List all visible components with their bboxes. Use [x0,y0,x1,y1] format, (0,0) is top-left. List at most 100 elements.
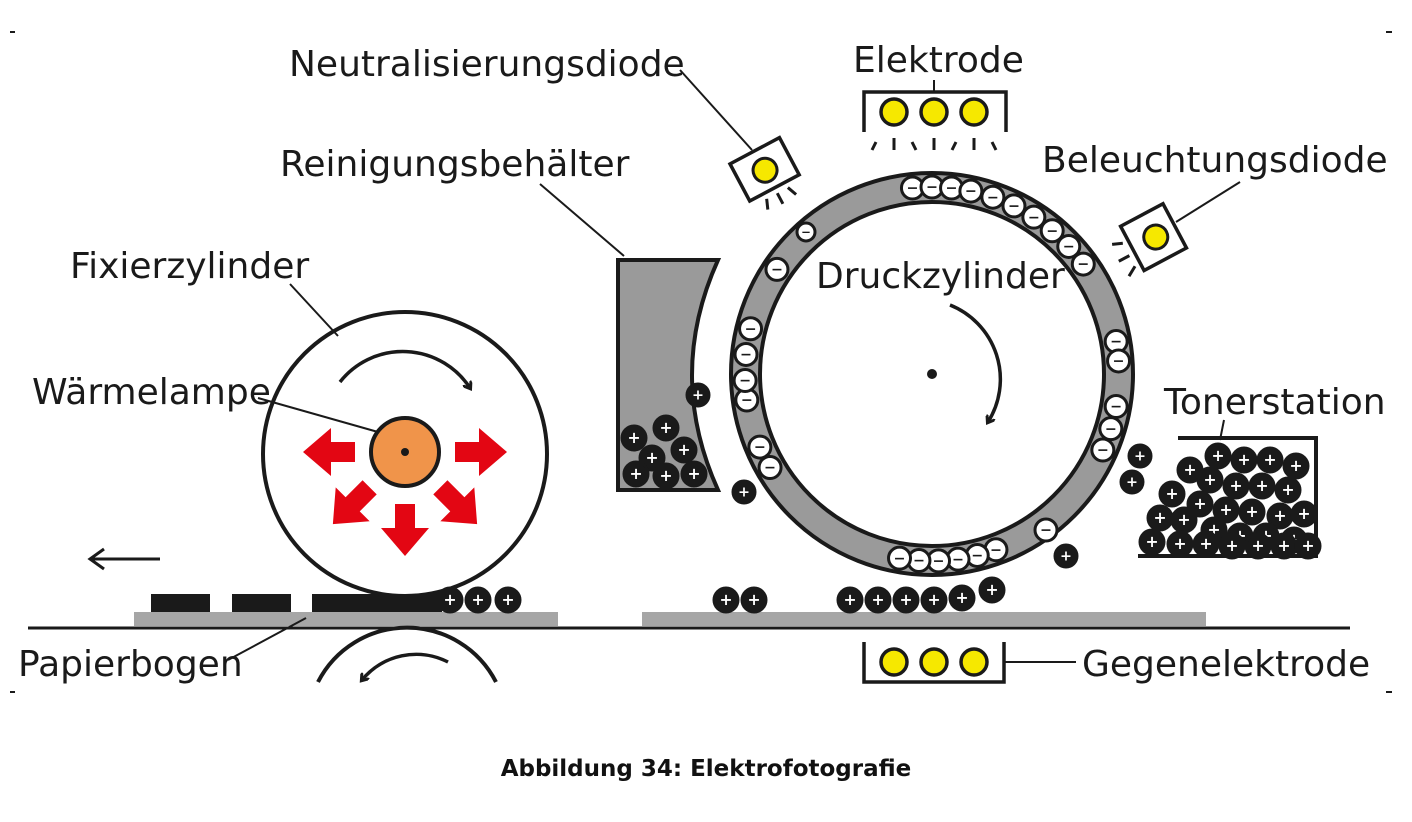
svg-text:−: − [926,180,938,196]
negative-charge: − [732,368,758,394]
svg-text:+: + [1251,537,1264,555]
svg-text:+: + [1193,495,1206,513]
positive-toner-particle: + [1146,504,1174,532]
negative-charge: − [1056,233,1082,259]
svg-text:−: − [764,460,776,476]
positive-toner-particle: + [1290,500,1318,528]
svg-text:−: − [990,542,1002,558]
positive-toner-particle: + [948,584,976,612]
paper-sheet-left [134,612,558,626]
corner-marks [10,31,1392,693]
positive-toner-particle: + [731,479,757,505]
svg-text:+: + [1301,537,1314,555]
negative-charge: − [958,178,984,204]
heat-arrow-icon [303,428,507,556]
leader-waermelampe [257,397,379,433]
svg-text:−: − [894,551,906,567]
positive-toner-particle: + [1166,530,1194,558]
svg-text:−: − [913,553,925,569]
diode-icon [1111,201,1189,277]
positive-toner-particle: + [638,444,666,472]
positive-toner-particle: + [685,382,711,408]
negative-charge: − [795,221,817,243]
rotation-arrow-icon [949,303,1003,422]
positive-toner-particle: + [1176,456,1204,484]
svg-text:+: + [1203,471,1216,489]
negative-charge: − [1033,517,1059,543]
svg-text:−: − [1097,443,1109,459]
leader-tonerstation [1219,419,1225,441]
svg-text:+: + [443,591,456,609]
svg-text:+: + [899,591,912,609]
fixed-toner-block [151,594,210,612]
positive-toner-particle: + [1212,496,1240,524]
negative-charge: − [1070,251,1096,277]
svg-text:−: − [739,373,751,389]
negative-charge: − [1106,348,1132,374]
svg-text:+: + [471,591,484,609]
svg-text:+: + [645,449,658,467]
positive-toner-particle: + [1192,530,1220,558]
lamp-center-dot [401,448,409,456]
negative-charge: − [926,548,952,574]
svg-text:−: − [754,440,766,456]
svg-text:+: + [738,485,750,501]
positive-toner-particle: + [1282,452,1310,480]
svg-text:+: + [843,591,856,609]
positive-toner-particle: + [1230,446,1258,474]
svg-text:+: + [677,441,690,459]
svg-text:+: + [1211,447,1224,465]
druckzylinder-center-dot [927,369,937,379]
negative-charge: − [887,545,913,571]
label-fixierzylinder: Fixierzylinder [70,246,309,287]
positive-toner-particle: + [920,586,948,614]
svg-text:+: + [501,591,514,609]
negative-charge: − [1021,204,1047,230]
svg-text:−: − [1040,523,1052,539]
positive-toner-particle: + [1127,443,1153,469]
arrow-left-icon [87,547,160,571]
svg-text:+: + [1237,451,1250,469]
svg-text:−: − [1110,334,1122,350]
positive-toner-particle: + [1204,442,1232,470]
positive-toner-particle: + [978,576,1006,604]
leader-neutralisierungsdiode [679,69,753,151]
label-druckzylinder: Druckzylinder [816,256,1065,297]
svg-text:+: + [927,591,940,609]
svg-text:−: − [971,548,983,564]
svg-text:−: − [771,262,783,278]
elektrofotografie-diagram: − − − − −−−−−−−−−−−−−−−−−−−−−−−−−+++++−+++ ++… [10,31,1392,693]
negative-charge: − [757,455,783,480]
positive-toner-particle: + [436,586,464,614]
positive-toner-particle: + [620,424,648,452]
svg-text:−: − [1113,354,1125,370]
positive-toner-particle: + [1270,532,1298,560]
negative-charge: − [1001,193,1027,219]
svg-text:−: − [740,347,752,363]
svg-text:+: + [1126,475,1138,491]
svg-text:+: + [955,589,968,607]
label-gegenelektrode: Gegenelektrode [1082,644,1370,685]
negative-charge: − [738,316,764,342]
positive-toner-particle: + [712,586,740,614]
svg-text:+: + [692,388,704,404]
svg-text:+: + [1297,505,1310,523]
svg-text:+: + [1134,449,1146,465]
positive-toner-particle: + [836,586,864,614]
svg-text:+: + [1219,501,1232,519]
svg-text:−: − [801,225,811,239]
svg-text:−: − [1008,199,1020,215]
svg-text:+: + [719,591,732,609]
fixed-toner-block [232,594,291,612]
figure-caption: Abbildung 34: Elektrofotografie [500,756,912,782]
svg-text:+: + [985,581,998,599]
svg-text:−: − [1028,210,1040,226]
fixed-toner-block [312,594,442,612]
negative-charge: − [1039,218,1065,244]
positive-toner-particle: + [1170,506,1198,534]
positive-toner-particle: + [652,414,680,442]
positive-toner-particle: + [670,436,698,464]
svg-text:−: − [965,184,977,200]
diode-icon [727,135,802,210]
svg-text:+: + [1173,535,1186,553]
